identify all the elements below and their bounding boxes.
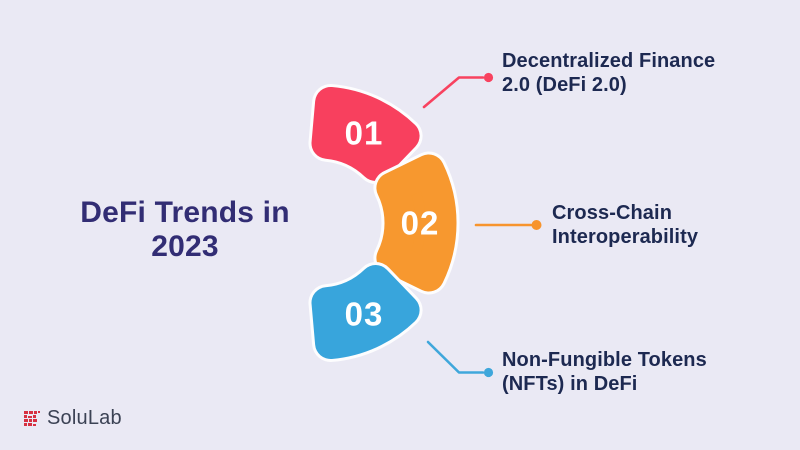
connector-03 bbox=[426, 340, 494, 378]
label-01-line2: 2.0 (DeFi 2.0) bbox=[502, 73, 627, 96]
connector-01-dot bbox=[483, 72, 494, 83]
page-title: DeFi Trends in 2023 bbox=[45, 196, 325, 264]
connector-03-dot bbox=[483, 367, 494, 378]
label-03-line2: (NFTs) in DeFi bbox=[502, 372, 638, 395]
page-title-line1: DeFi Trends in bbox=[80, 196, 290, 229]
segment-03: 03 bbox=[308, 262, 423, 362]
solulab-logo-icon bbox=[24, 411, 40, 426]
connector-02-dot bbox=[531, 220, 542, 230]
label-nft-defi: Non-Fungible Tokens (NFTs) in DeFi bbox=[502, 349, 752, 396]
segment-03-shape bbox=[311, 265, 420, 359]
segment-02: 02 bbox=[373, 151, 460, 295]
segment-01: 01 bbox=[308, 84, 423, 184]
connector-02 bbox=[474, 220, 542, 230]
solulab-logo-text: SoluLab bbox=[47, 407, 122, 429]
connector-01-line bbox=[422, 76, 485, 109]
label-03-line1: Non-Fungible Tokens bbox=[502, 349, 707, 371]
connector-03-line bbox=[426, 340, 485, 374]
segment-03-number: 03 bbox=[345, 296, 384, 333]
segment-01-shape bbox=[311, 87, 420, 181]
connector-01 bbox=[422, 72, 494, 109]
label-02-line2: Interoperability bbox=[552, 225, 699, 248]
label-02-line1: Cross-Chain bbox=[552, 202, 673, 224]
solulab-logo: SoluLab bbox=[24, 407, 122, 430]
segment-02-number: 02 bbox=[401, 205, 440, 242]
segment-02-shape bbox=[376, 154, 457, 292]
label-01-line1: Decentralized Finance bbox=[502, 50, 716, 72]
label-decentralized-finance: Decentralized Finance 2.0 (DeFi 2.0) bbox=[502, 50, 752, 97]
label-cross-chain: Cross-Chain Interoperability bbox=[552, 202, 800, 249]
segment-01-number: 01 bbox=[345, 115, 384, 152]
page-title-line2: 2023 bbox=[151, 230, 219, 263]
